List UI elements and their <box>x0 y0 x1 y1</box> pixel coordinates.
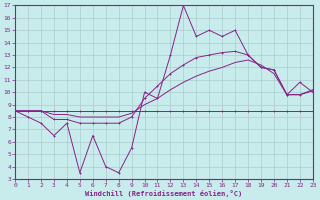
X-axis label: Windchill (Refroidissement éolien,°C): Windchill (Refroidissement éolien,°C) <box>85 190 243 197</box>
